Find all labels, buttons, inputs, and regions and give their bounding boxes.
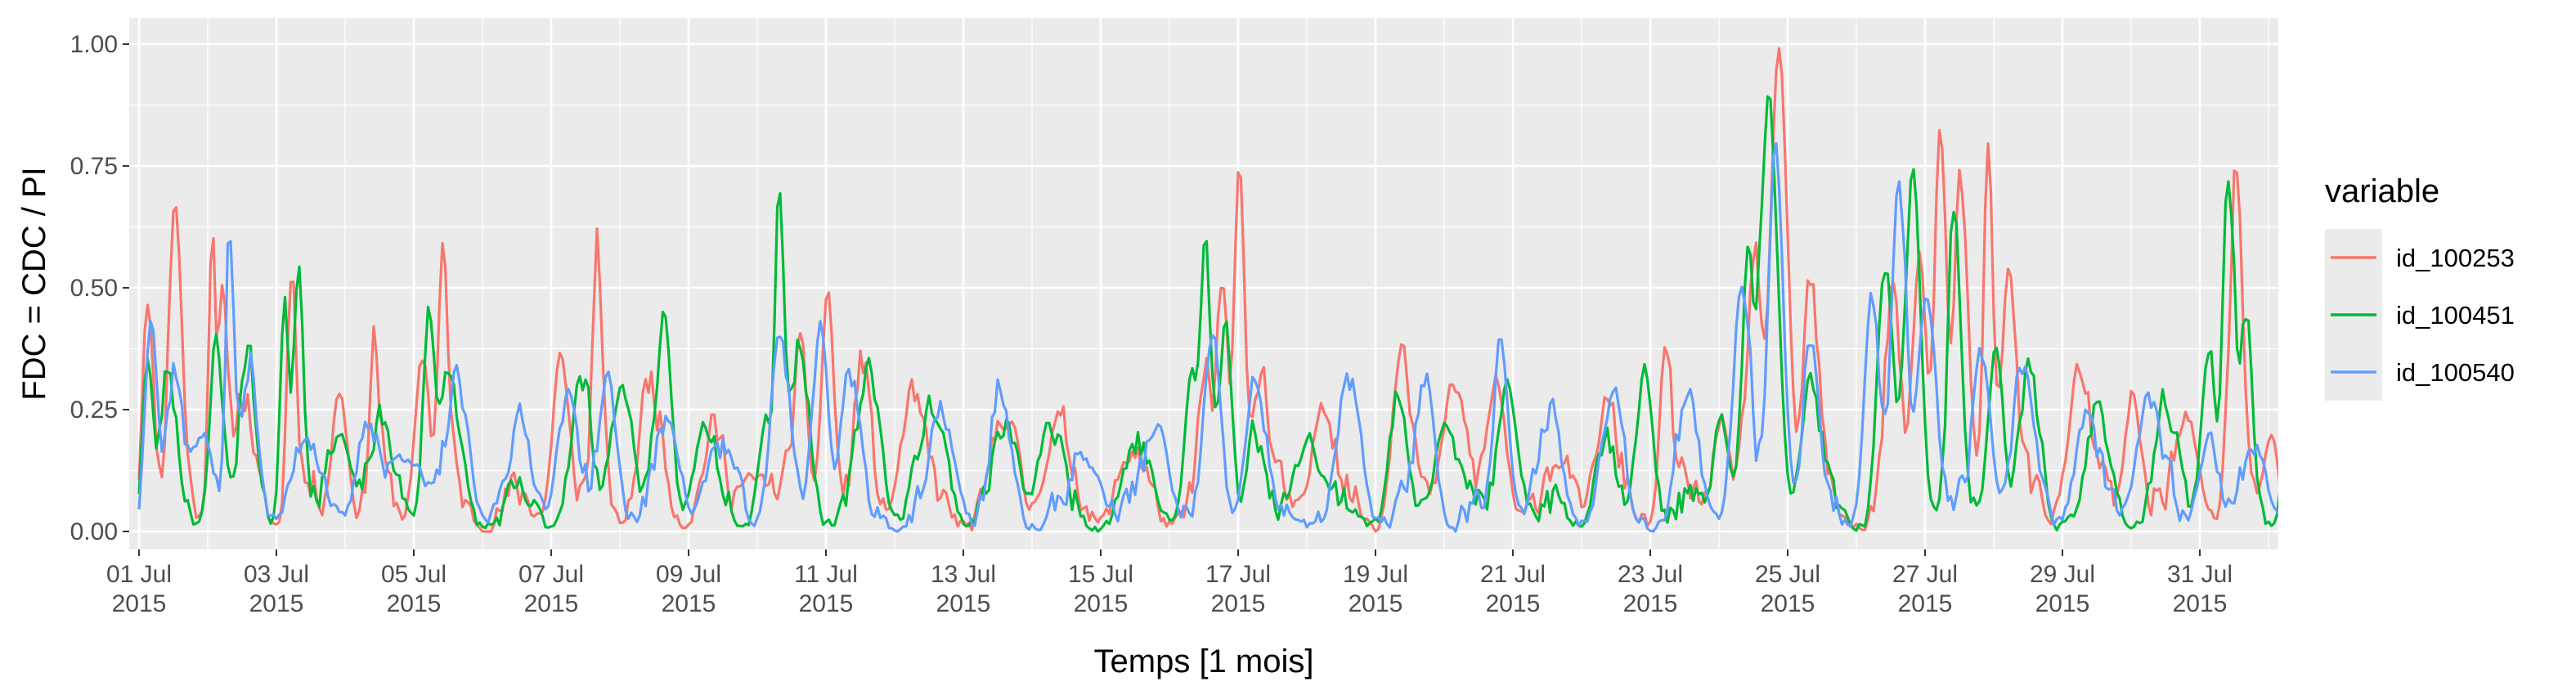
legend: variable id_100253 id_100451 id_100540 xyxy=(2325,173,2515,401)
x-tick-label: 01 Jul xyxy=(106,561,172,588)
series-line-id_100253 xyxy=(137,47,2278,533)
x-tick-label-year: 2015 xyxy=(387,590,442,617)
x-tick-label-year: 2015 xyxy=(249,590,304,617)
x-tick-label: 17 Jul xyxy=(1205,561,1271,588)
x-tick-label: 21 Jul xyxy=(1480,561,1546,588)
x-tick-label-year: 2015 xyxy=(936,590,991,617)
x-tick-label: 25 Jul xyxy=(1755,561,1820,588)
series-line-id_100540 xyxy=(137,141,2278,533)
y-tick-label: 1.00 xyxy=(70,31,118,58)
x-tick-label-year: 2015 xyxy=(524,590,579,617)
y-tick-label: 0.50 xyxy=(70,275,118,302)
y-axis-title: FDC = CDC / PI xyxy=(16,167,52,401)
x-tick-label-year: 2015 xyxy=(1761,590,1815,617)
x-tick-label-year: 2015 xyxy=(2173,590,2228,617)
x-tick-label-year: 2015 xyxy=(1074,590,1129,617)
y-tick-label: 0.75 xyxy=(70,153,118,180)
plot-panel xyxy=(129,18,2278,549)
x-axis-title: Temps [1 mois] xyxy=(1094,643,1314,679)
x-tick-label-year: 2015 xyxy=(1898,590,1953,617)
x-tick-label: 31 Jul xyxy=(2167,561,2233,588)
series-layer xyxy=(137,47,2278,533)
x-tick-label: 23 Jul xyxy=(1618,561,1683,588)
y-tick-label: 0.25 xyxy=(70,397,118,424)
x-tick-label-year: 2015 xyxy=(662,590,716,617)
legend-label-id_100451: id_100451 xyxy=(2396,301,2515,330)
legend-label-id_100540: id_100540 xyxy=(2396,358,2515,387)
legend-title: variable xyxy=(2325,173,2439,209)
x-tick-label: 29 Jul xyxy=(2030,561,2095,588)
x-tick-label: 27 Jul xyxy=(1892,561,1958,588)
legend-label-id_100253: id_100253 xyxy=(2396,244,2515,272)
x-tick-label-year: 2015 xyxy=(1486,590,1541,617)
x-tick-label-year: 2015 xyxy=(799,590,854,617)
x-tick-label: 07 Jul xyxy=(518,561,584,588)
x-tick-label: 15 Jul xyxy=(1068,561,1133,588)
x-tick-label-year: 2015 xyxy=(112,590,167,617)
x-tick-label-year: 2015 xyxy=(1623,590,1678,617)
x-tick-label-year: 2015 xyxy=(1211,590,1266,617)
x-tick-label-year: 2015 xyxy=(1349,590,1403,617)
x-tick-label: 05 Jul xyxy=(381,561,447,588)
x-tick-label: 13 Jul xyxy=(931,561,996,588)
x-tick-label: 09 Jul xyxy=(656,561,721,588)
x-tick-label-year: 2015 xyxy=(2035,590,2090,617)
x-tick-label: 11 Jul xyxy=(794,561,858,588)
x-tick-label: 19 Jul xyxy=(1343,561,1408,588)
y-axis: 0.00 0.25 0.50 0.75 1.00 xyxy=(70,31,129,545)
x-tick-label: 03 Jul xyxy=(244,561,309,588)
y-tick-label: 0.00 xyxy=(70,518,118,545)
